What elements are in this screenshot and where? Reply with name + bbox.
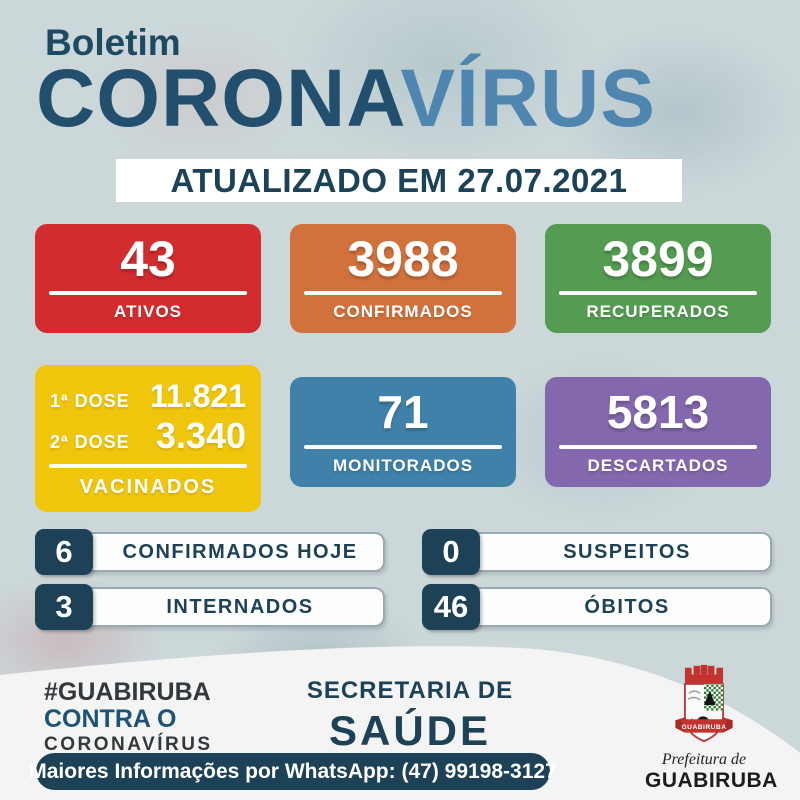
dose1-row: 1ª DOSE 11.821 <box>50 378 246 415</box>
dose1-value: 11.821 <box>149 378 246 414</box>
guabiruba-coat-of-arms-icon: GUABIRUBA <box>675 664 733 743</box>
card-recuperados-value: 3899 <box>602 230 714 287</box>
whatsapp-info-bar: Maiores Informações por WhatsApp: (47) 9… <box>29 753 557 790</box>
card-ativos-label: ATIVOS <box>113 302 183 321</box>
footer: #GUABIRUBA CONTRA O CORONAVÍRUS SECRETAR… <box>0 635 800 800</box>
mini-stat-internados: INTERNADOS 3 <box>35 584 385 630</box>
card-vacinados-label: VACINADOS <box>79 476 217 498</box>
dose2-label: 2ª DOSE <box>50 432 130 452</box>
page-title: CORONAVÍRUS <box>36 58 656 140</box>
mini-stat-suspeitos: SUSPEITOS 0 <box>422 529 772 575</box>
card-monitorados-label: MONITORADOS <box>332 456 474 475</box>
hashtag-line3: CORONAVÍRUS <box>44 734 213 755</box>
primary-stats-row: 43 ATIVOS 3988 CONFIRMADOS 3899 RECUPERA… <box>35 224 772 333</box>
city-logo-block: GUABIRUBA Prefeitura de GUABIRUBA <box>645 663 778 793</box>
card-ativos: 43 ATIVOS <box>35 224 261 333</box>
mini-stat-label: SUSPEITOS <box>424 532 772 572</box>
divider <box>304 445 502 449</box>
hashtag-line2: CONTRA O <box>44 704 177 733</box>
dose2-value: 3.340 <box>155 415 246 456</box>
card-descartados: 5813 DESCARTADOS <box>545 377 771 487</box>
logo-city-name: GUABIRUBA <box>645 769 778 792</box>
dose2-row: 2ª DOSE 3.340 <box>50 415 246 457</box>
mini-stat-value: 0 <box>422 529 480 575</box>
mini-stat-obitos: ÓBITOS 46 <box>422 584 772 630</box>
logo-caption: Prefeitura de <box>661 751 747 768</box>
title-part-virus: VÍRUS <box>400 53 656 144</box>
divider <box>304 291 502 295</box>
mural-crown <box>684 664 724 684</box>
card-recuperados-label: RECUPERADOS <box>586 302 730 321</box>
card-ativos-value: 43 <box>120 230 176 287</box>
card-recuperados: 3899 RECUPERADOS <box>545 224 771 333</box>
mini-stats-grid: CONFIRMADOS HOJE 6 SUSPEITOS 0 INTERNADO… <box>35 529 772 630</box>
card-confirmados-label: CONFIRMADOS <box>333 302 473 321</box>
mini-stat-value: 3 <box>35 584 93 630</box>
dept-line1: SECRETARIA DE <box>306 677 514 704</box>
card-descartados-value: 5813 <box>606 386 710 438</box>
ribbon: GUABIRUBA <box>675 717 733 733</box>
updated-date-banner: ATUALIZADO EM 27.07.2021 <box>116 159 682 202</box>
card-confirmados-value: 3988 <box>347 230 459 287</box>
health-department: SECRETARIA DE SAÚDE <box>298 677 522 755</box>
card-confirmados: 3988 CONFIRMADOS <box>290 224 516 333</box>
mini-stat-label: CONFIRMADOS HOJE <box>37 532 385 572</box>
divider <box>559 291 757 295</box>
hashtag-line1: #GUABIRUBA <box>44 678 211 706</box>
mini-stat-label: INTERNADOS <box>37 587 385 627</box>
secondary-stats-row: 1ª DOSE 11.821 2ª DOSE 3.340 VACINADOS 7… <box>35 365 772 512</box>
svg-text:GUABIRUBA: GUABIRUBA <box>682 724 727 731</box>
divider <box>559 445 757 449</box>
card-vacinados: 1ª DOSE 11.821 2ª DOSE 3.340 VACINADOS <box>35 365 261 512</box>
campaign-hashtag: #GUABIRUBA CONTRA O CORONAVÍRUS <box>44 678 213 755</box>
mini-stat-value: 46 <box>422 584 480 630</box>
card-monitorados-value: 71 <box>377 386 429 438</box>
mini-stat-label: ÓBITOS <box>424 587 772 627</box>
divider <box>49 464 247 468</box>
divider <box>49 291 247 295</box>
card-monitorados: 71 MONITORADOS <box>290 377 516 487</box>
mini-stat-confirmados-hoje: CONFIRMADOS HOJE 6 <box>35 529 385 575</box>
bulletin-kicker: Boletim <box>45 22 181 63</box>
title-part-corona: CORONA <box>36 53 401 144</box>
card-descartados-label: DESCARTADOS <box>587 456 729 475</box>
dept-line2: SAÚDE <box>328 707 492 754</box>
dose1-label: 1ª DOSE <box>50 391 130 411</box>
mini-stat-value: 6 <box>35 529 93 575</box>
